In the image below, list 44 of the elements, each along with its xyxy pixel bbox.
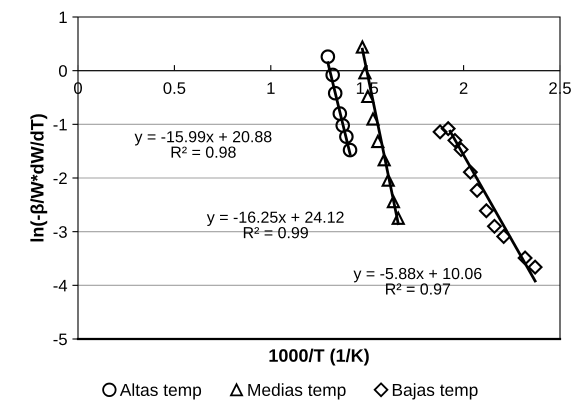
y-tick-label: -4: [54, 280, 68, 292]
point: [356, 40, 369, 54]
point: [528, 260, 543, 275]
point: [332, 106, 348, 121]
annotation: y = -16.25x + 24.12 R² = 0.99: [206, 212, 344, 238]
point: [386, 195, 400, 208]
point: [432, 124, 448, 140]
y-tick-label: -3: [54, 226, 67, 238]
point: [382, 174, 395, 187]
point: [320, 49, 336, 64]
x-axis-title: 1000/T (1/K): [269, 348, 369, 366]
point: [487, 218, 502, 234]
point: [366, 112, 380, 126]
point: [447, 133, 462, 148]
point: [440, 121, 456, 136]
x-tick-label: 1: [267, 82, 275, 94]
legend-label: Altas temp: [120, 383, 202, 400]
legend-label: Bajas temp: [392, 383, 478, 400]
annotation: y = -5.88x + 10.06 R² = 0.97: [353, 268, 482, 295]
point: [335, 118, 350, 133]
point: [378, 153, 391, 166]
point: [496, 229, 512, 244]
point: [462, 164, 478, 180]
x-tick-label: 2: [460, 82, 468, 94]
point: [470, 182, 485, 198]
point: [342, 142, 358, 158]
y-axis-title: ln(-β/W*dW/dT): [30, 114, 48, 242]
point: [518, 250, 533, 266]
y-tick-label: -2: [54, 172, 67, 184]
legend-label: Medias temp: [248, 383, 346, 400]
y-tick-label: 0: [58, 65, 67, 77]
y-tick-label: -5: [54, 334, 67, 346]
point: [358, 66, 372, 80]
point: [371, 134, 384, 148]
point: [328, 86, 342, 100]
annotation: y = -15.99x + 20.88 R² = 0.98: [134, 131, 272, 158]
y-tick-label: -1: [54, 118, 67, 130]
point: [478, 203, 494, 218]
point: [454, 142, 469, 157]
point: [339, 129, 354, 144]
point: [325, 68, 340, 82]
x-tick-label: 0.5: [163, 82, 186, 94]
point: [392, 212, 405, 225]
y-tick-label: 1: [60, 12, 67, 24]
